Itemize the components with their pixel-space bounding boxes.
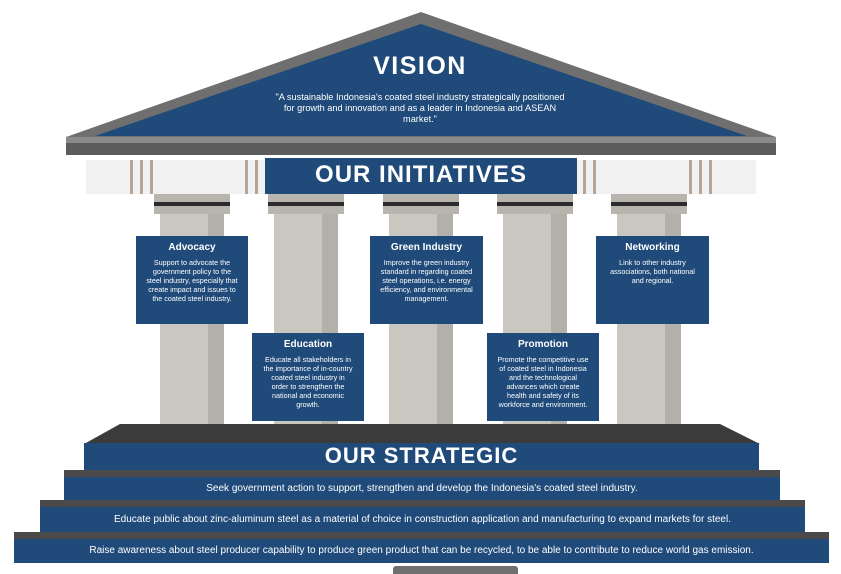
initiative-card-promotion: Promotion Promote the competitive use of… bbox=[487, 333, 599, 421]
entablature-stripe bbox=[255, 160, 258, 194]
initiative-text: Link to other industry associations, bot… bbox=[610, 258, 695, 285]
column bbox=[268, 194, 344, 214]
initiative-card-green-industry: Green Industry Improve the green industr… bbox=[370, 236, 483, 324]
initiative-text: Educate all stakeholders in the importan… bbox=[263, 355, 353, 409]
initiative-card-education: Education Educate all stakeholders in th… bbox=[252, 333, 364, 421]
strategic-step-2: Educate public about zinc-aluminum steel… bbox=[40, 507, 805, 532]
initiative-text: Promote the competitive use of coated st… bbox=[497, 355, 589, 409]
column bbox=[383, 194, 459, 214]
entablature-stripe bbox=[709, 160, 712, 194]
initiative-title: Education bbox=[283, 339, 333, 350]
initiative-title: Networking bbox=[625, 242, 680, 253]
entablature-stripe bbox=[699, 160, 702, 194]
entablature-stripe bbox=[140, 160, 143, 194]
entablature-stripe bbox=[583, 160, 586, 194]
entablature-stripe bbox=[150, 160, 153, 194]
initiative-title: Promotion bbox=[518, 339, 568, 350]
initiative-title: Advocacy bbox=[168, 242, 216, 253]
strategic-step-3: Raise awareness about steel producer cap… bbox=[14, 539, 829, 563]
entablature-stripe bbox=[130, 160, 133, 194]
initiative-card-networking: Networking Link to other industry associ… bbox=[596, 236, 709, 324]
entablature-stripe bbox=[245, 160, 248, 194]
bottom-tab bbox=[393, 566, 518, 574]
strategic-step-text: Seek government action to support, stren… bbox=[206, 483, 638, 494]
strategic-banner: OUR STRATEGIC bbox=[84, 443, 759, 470]
initiative-card-advocacy: Advocacy Support to advocate the governm… bbox=[136, 236, 248, 324]
strategic-title: OUR STRATEGIC bbox=[324, 443, 519, 468]
column bbox=[611, 194, 687, 214]
strategic-step-1: Seek government action to support, stren… bbox=[64, 477, 780, 500]
entablature-stripe bbox=[593, 160, 596, 194]
initiative-text: Support to advocate the government polic… bbox=[146, 258, 238, 303]
column bbox=[154, 194, 230, 214]
initiative-title: Green Industry bbox=[390, 242, 463, 253]
strategic-step-text: Educate public about zinc-aluminum steel… bbox=[113, 514, 731, 525]
initiatives-banner bbox=[265, 158, 577, 194]
initiatives-title: OUR INITIATIVES bbox=[315, 161, 527, 188]
column bbox=[497, 194, 573, 214]
roof-pediment bbox=[66, 12, 776, 155]
stylobate-top bbox=[84, 424, 760, 444]
vision-title: VISION bbox=[373, 52, 467, 80]
vision-statement: "A sustainable Indonesia's coated steel … bbox=[275, 92, 565, 124]
strategic-step-text: Raise awareness about steel producer cap… bbox=[89, 545, 754, 556]
initiative-text: Improve the green industry standard in r… bbox=[380, 258, 473, 303]
entablature-stripe bbox=[689, 160, 692, 194]
